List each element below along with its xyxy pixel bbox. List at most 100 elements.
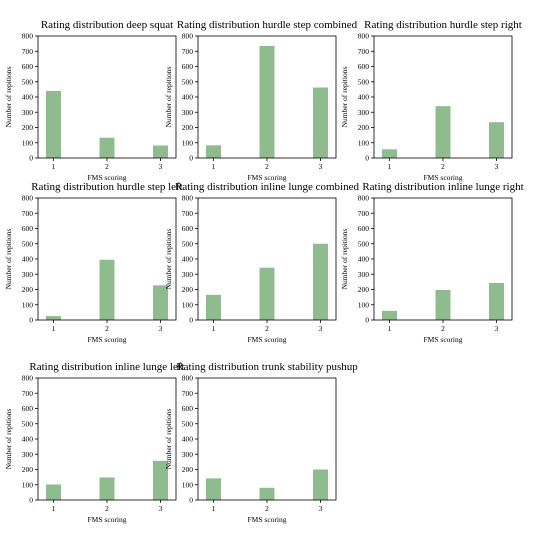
y-tick-label: 300: [182, 108, 194, 117]
x-tick-label: 3: [495, 162, 499, 171]
y-tick-label: 700: [182, 389, 194, 398]
bar-3: [313, 469, 328, 500]
y-tick-label: 800: [22, 32, 34, 41]
y-tick-label: 700: [22, 209, 34, 218]
y-tick-label: 400: [358, 255, 370, 264]
y-tick-label: 0: [29, 154, 33, 163]
y-axis-label: Number of repitions: [164, 409, 173, 470]
y-tick-label: 200: [358, 123, 370, 132]
x-tick-label: 2: [105, 504, 109, 513]
bar-3: [153, 145, 168, 158]
y-tick-label: 200: [22, 285, 34, 294]
y-tick-label: 400: [182, 93, 194, 102]
chart-panel-5: Rating distribution inline lunge combine…: [164, 181, 359, 344]
y-tick-label: 700: [358, 47, 370, 56]
x-tick-label: 3: [159, 162, 163, 171]
y-tick-label: 200: [182, 285, 194, 294]
bar-2: [435, 289, 451, 320]
y-tick-label: 700: [182, 209, 194, 218]
y-tick-label: 500: [358, 77, 370, 86]
x-tick-label: 2: [265, 162, 269, 171]
y-tick-label: 600: [22, 224, 34, 233]
y-axis-label: Number of repitions: [164, 229, 173, 290]
x-tick-label: 1: [52, 324, 56, 333]
y-tick-label: 100: [358, 300, 370, 309]
chart-title: Rating distribution inline lunge left: [29, 361, 184, 373]
chart-panel-3: Rating distribution hurdle step right 0 10…: [340, 19, 522, 182]
chart-title: Rating distribution inline lunge combine…: [175, 181, 359, 193]
y-tick-label: 800: [358, 32, 370, 41]
y-tick-label: 100: [182, 300, 194, 309]
bar-1: [382, 149, 397, 158]
chart-title: Rating distribution trunk stability push…: [176, 361, 358, 373]
y-tick-label: 0: [189, 154, 193, 163]
y-tick-label: 500: [182, 77, 194, 86]
y-tick-label: 100: [358, 138, 370, 147]
x-tick-label: 3: [319, 324, 323, 333]
chart-panel-4: Rating distribution hurdle step left 0 100…: [4, 181, 183, 344]
bar-3: [313, 243, 328, 320]
x-tick-label: 1: [52, 504, 56, 513]
y-tick-label: 500: [182, 239, 194, 248]
x-tick-label: 2: [105, 324, 109, 333]
bar-1: [206, 294, 221, 320]
y-tick-label: 700: [358, 209, 370, 218]
y-tick-label: 400: [22, 435, 34, 444]
y-tick-label: 200: [358, 285, 370, 294]
y-tick-label: 400: [358, 93, 370, 102]
bar-1: [206, 478, 221, 500]
bar-1: [46, 90, 61, 158]
y-tick-label: 700: [182, 47, 194, 56]
x-tick-label: 2: [441, 162, 445, 171]
x-axis-label: FMS scoring: [248, 515, 287, 524]
y-axis-label: Number of repitions: [340, 67, 349, 128]
y-axis-label: Number of repitions: [340, 229, 349, 290]
y-tick-label: 200: [22, 465, 34, 474]
bar-1: [46, 484, 61, 500]
y-tick-label: 500: [22, 239, 34, 248]
y-tick-label: 500: [182, 419, 194, 428]
bar-3: [489, 122, 504, 158]
bar-1: [206, 145, 221, 158]
x-tick-label: 2: [105, 162, 109, 171]
bar-3: [489, 282, 504, 320]
x-axis-label: FMS scoring: [424, 335, 463, 344]
bar-3: [153, 460, 168, 500]
y-tick-label: 300: [358, 108, 370, 117]
y-tick-label: 200: [22, 123, 34, 132]
bar-2: [435, 106, 451, 158]
y-tick-label: 300: [22, 108, 34, 117]
x-tick-label: 1: [212, 324, 216, 333]
y-tick-label: 500: [358, 239, 370, 248]
chart-title: Rating distribution hurdle step right: [364, 19, 522, 31]
x-axis-label: FMS scoring: [248, 173, 287, 182]
x-axis-label: FMS scoring: [88, 173, 127, 182]
y-tick-label: 600: [22, 404, 34, 413]
chart-panel-8: Rating distribution trunk stability push…: [164, 361, 358, 524]
bar-2: [99, 477, 115, 500]
y-tick-label: 0: [365, 316, 369, 325]
bar-2: [259, 267, 275, 320]
y-tick-label: 100: [22, 138, 34, 147]
x-tick-label: 1: [212, 504, 216, 513]
chart-title: Rating distribution hurdle step combined: [177, 19, 358, 31]
chart-title: Rating distribution inline lunge right: [362, 181, 523, 193]
x-tick-label: 3: [159, 504, 163, 513]
y-tick-label: 700: [22, 47, 34, 56]
y-axis-label: Number of repitions: [4, 229, 13, 290]
bar-3: [313, 87, 328, 158]
y-tick-label: 300: [358, 270, 370, 279]
bar-1: [382, 310, 397, 320]
bar-2: [259, 487, 275, 500]
bar-2: [259, 45, 275, 158]
y-tick-label: 500: [22, 77, 34, 86]
y-tick-label: 100: [22, 300, 34, 309]
y-tick-label: 600: [182, 62, 194, 71]
y-axis-label: Number of repitions: [164, 67, 173, 128]
x-tick-label: 2: [265, 324, 269, 333]
y-tick-label: 600: [182, 224, 194, 233]
bar-2: [99, 137, 115, 158]
chart-panel-2: Rating distribution hurdle step combined…: [164, 19, 358, 182]
x-tick-label: 1: [388, 162, 392, 171]
